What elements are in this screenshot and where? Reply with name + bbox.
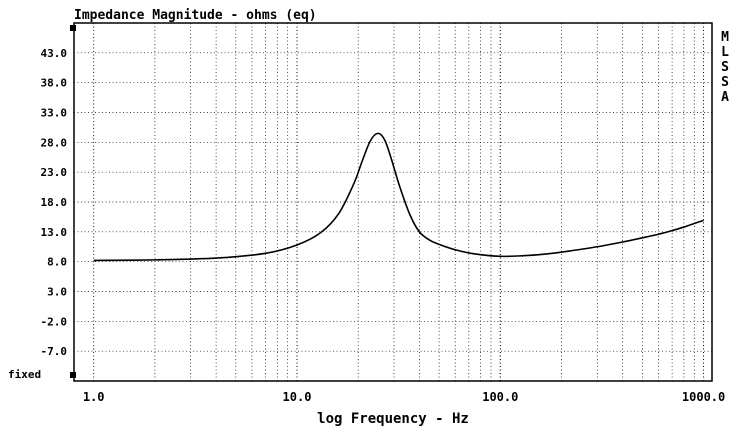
- corner-marker-bottom: [70, 372, 76, 378]
- y-tick-label: -7.0: [41, 345, 68, 358]
- side-label-letter: M: [721, 30, 729, 45]
- grid: [74, 23, 712, 381]
- series-line: [93, 132, 704, 262]
- corner-marker-top: [70, 25, 76, 31]
- y-tick-label: 38.0: [41, 77, 68, 90]
- y-tick-label: -2.0: [41, 315, 68, 328]
- y-tick-label: 3.0: [47, 286, 67, 299]
- y-tick-label: 18.0: [41, 196, 68, 209]
- x-tick-label: 1.0: [83, 390, 105, 404]
- side-label-letter: S: [721, 60, 729, 75]
- y-tick-label: 8.0: [47, 256, 67, 269]
- x-axis-label: log Frequency - Hz: [317, 411, 469, 427]
- side-label-letter: A: [721, 90, 729, 105]
- y-tick-labels: 43.0 38.0 33.0 28.0 23.0 18.0 13.0 8.0 3.0 -2.0 -7…: [41, 47, 68, 358]
- x-tick-label: 10.0: [283, 390, 312, 404]
- side-label-letter: L: [721, 45, 729, 60]
- y-tick-label: 28.0: [41, 136, 68, 149]
- fixed-label: fixed: [8, 368, 41, 381]
- y-tick-label: 23.0: [41, 166, 68, 179]
- x-tick-label: 1000.0: [682, 390, 725, 404]
- x-tick-labels: 1.0 10.0 100.0 1000.0: [83, 390, 725, 404]
- side-label-letter: S: [721, 75, 729, 90]
- y-tick-label: 33.0: [41, 107, 68, 120]
- chart-title: Impedance Magnitude - ohms (eq): [74, 8, 317, 23]
- y-tick-label: 13.0: [41, 226, 68, 239]
- y-tick-label: 43.0: [41, 47, 68, 60]
- x-tick-label: 100.0: [482, 390, 518, 404]
